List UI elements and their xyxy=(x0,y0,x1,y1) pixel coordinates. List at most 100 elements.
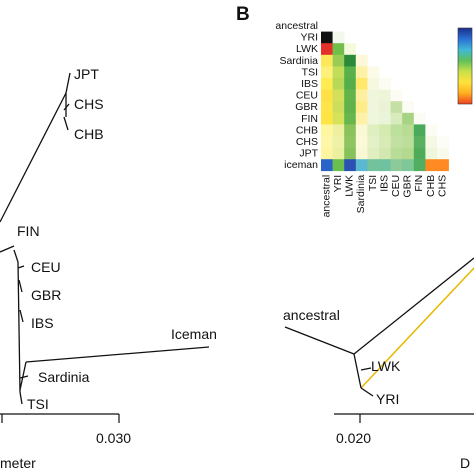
branch-sardinia xyxy=(19,375,29,379)
heatmap-cell xyxy=(413,147,426,160)
heatmap-col-label: FIN xyxy=(413,175,425,192)
leaf-label-yri: YRI xyxy=(376,391,399,407)
colorbar-rect xyxy=(457,27,473,105)
heatmap-cell xyxy=(344,78,357,90)
heatmap-row-label: YRI xyxy=(300,32,318,44)
heatmap-col-label: CHB xyxy=(425,175,437,197)
heatmap-cell xyxy=(390,136,403,148)
leaf-label-ibs: IBS xyxy=(31,315,54,331)
leaf-label-chs: CHS xyxy=(74,96,104,112)
heatmap-cell xyxy=(355,112,368,125)
heatmap-col-labels: ancestral YRI LWK Sardinia TSI IBS CEU GBR FIN CH… xyxy=(320,174,448,217)
branch-chs xyxy=(63,103,70,111)
heatmap-cell xyxy=(402,136,415,148)
branch-ceu xyxy=(17,265,25,269)
heatmap-cell xyxy=(367,112,380,125)
colorbar xyxy=(457,27,473,105)
heatmap-row-label: IBS xyxy=(301,78,318,90)
heatmap-cell xyxy=(321,89,333,102)
branch-europe-trunk xyxy=(17,261,21,393)
heatmap-cell xyxy=(425,159,438,172)
heatmap-cell xyxy=(321,66,333,79)
heatmap-cell xyxy=(344,101,357,114)
heatmap-cell xyxy=(344,124,357,137)
heatmap-cell xyxy=(402,147,415,160)
heatmap-cell xyxy=(402,124,415,137)
heatmap-cell xyxy=(379,89,391,102)
heatmap-cell xyxy=(425,136,438,148)
leaf-label-sardinia: Sardinia xyxy=(38,369,90,385)
heatmap-col-label: YRI xyxy=(332,175,344,193)
heatmap-cell xyxy=(332,124,345,137)
heatmap-col-label: TSI xyxy=(367,175,379,191)
leaf-label-ceu: CEU xyxy=(31,259,61,275)
heatmap-cell xyxy=(344,54,357,67)
heatmap-cell xyxy=(437,159,449,172)
heatmap-cell xyxy=(355,101,368,114)
heatmap-col-label: CEU xyxy=(390,175,402,197)
heatmap-grid xyxy=(321,31,449,172)
heatmap-row-label: CHS xyxy=(296,136,318,148)
heatmap-cell xyxy=(367,66,380,79)
heatmap-col-label: GBR xyxy=(402,174,414,197)
heatmap-row-label: iceman xyxy=(284,159,318,171)
heatmap-cell xyxy=(321,101,333,114)
branch-ibs xyxy=(19,309,24,323)
heatmap-cell xyxy=(355,66,368,79)
heatmap-cell xyxy=(379,124,391,137)
heatmap-cell xyxy=(390,101,403,114)
heatmap-cell xyxy=(437,136,449,148)
heatmap-cell xyxy=(321,124,333,137)
heatmap-cell xyxy=(321,147,333,160)
heatmap-cell xyxy=(344,147,357,160)
heatmap-cell xyxy=(321,136,333,148)
left-scale-tick-label: 0.030 xyxy=(96,430,131,446)
heatmap-row-label: FIN xyxy=(301,113,318,125)
heatmap-cell xyxy=(355,78,368,90)
heatmap-cell xyxy=(355,147,368,160)
heatmap-cell xyxy=(379,78,391,90)
heatmap-cell xyxy=(332,147,345,160)
heatmap-cell xyxy=(413,136,426,148)
heatmap-col-label: IBS xyxy=(378,175,390,192)
heatmap-row-label: LWK xyxy=(296,43,318,55)
heatmap-cell xyxy=(355,54,368,67)
heatmap-cell xyxy=(344,159,357,172)
heatmap-col-label: LWK xyxy=(344,175,356,197)
heatmap-cell xyxy=(402,101,415,114)
branch-ancestral xyxy=(284,326,355,355)
leaf-label-lwk: LWK xyxy=(371,358,401,374)
heatmap-cell xyxy=(332,159,345,172)
heatmap-cell xyxy=(402,159,415,172)
branch-iceman-stem xyxy=(19,361,27,391)
heatmap-cell xyxy=(344,43,357,56)
heatmap-col-label: ancestral xyxy=(320,175,332,218)
right-title-fragment: D xyxy=(460,455,470,471)
heatmap-row-label: JPT xyxy=(299,148,318,160)
heatmap-cell xyxy=(390,159,403,172)
panel-label-b: B xyxy=(236,4,250,25)
branch-to-east xyxy=(353,257,474,355)
heatmap-cell xyxy=(379,112,391,125)
highlight-branch xyxy=(360,267,474,389)
branch-east-asia-split xyxy=(65,72,71,94)
heatmap-row-label: ancestral xyxy=(275,20,318,32)
heatmap-cell xyxy=(344,112,357,125)
heatmap-cell xyxy=(321,159,333,172)
right-scale-bar xyxy=(334,413,474,423)
heatmap-cell xyxy=(355,89,368,102)
heatmap-cell xyxy=(355,124,368,137)
heatmap-cell xyxy=(321,54,333,67)
heatmap-cell xyxy=(413,112,426,125)
heatmap-cell xyxy=(332,66,345,79)
heatmap-cell xyxy=(332,89,345,102)
leaf-label-ancestral: ancestral xyxy=(283,307,340,323)
heatmap-row-label: TSI xyxy=(302,66,318,78)
heatmap-cell xyxy=(321,78,333,90)
heatmap-col-label: CHS xyxy=(436,175,448,197)
left-scale-title: meter xyxy=(0,455,36,471)
heatmap-cell xyxy=(344,136,357,148)
branch-yri xyxy=(360,387,374,397)
leaf-label-tsi: TSI xyxy=(27,396,49,412)
right-tree xyxy=(284,257,474,397)
